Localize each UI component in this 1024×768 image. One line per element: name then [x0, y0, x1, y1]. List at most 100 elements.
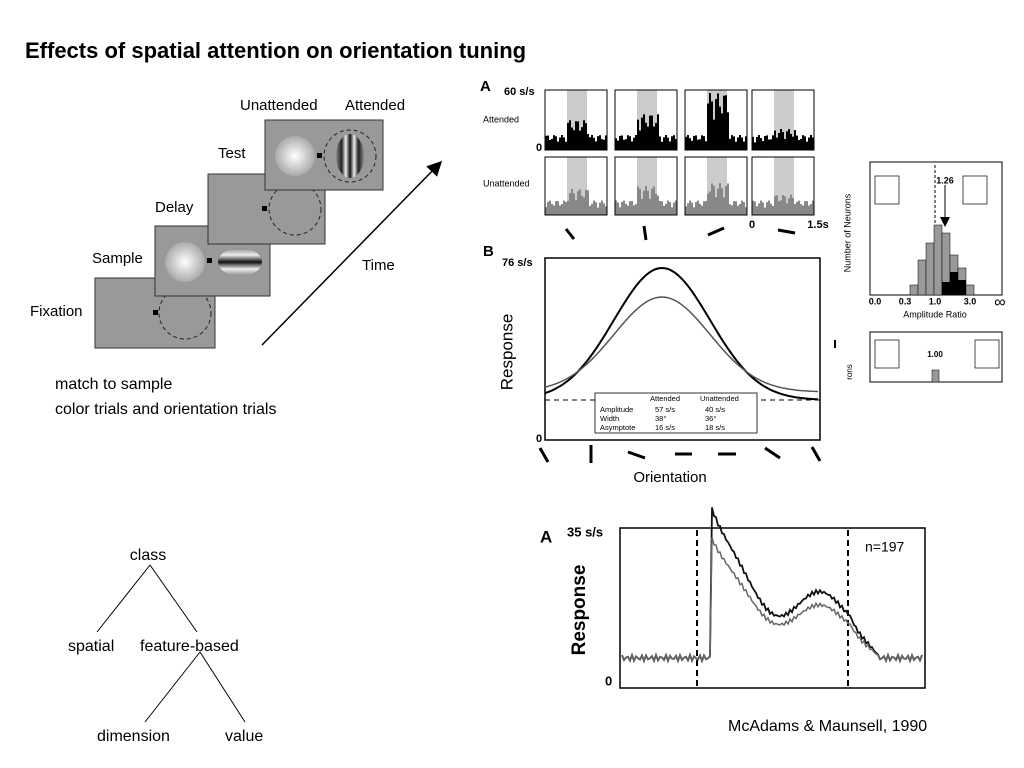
psth-bar [623, 200, 625, 215]
psth-bar [551, 138, 553, 150]
table-header: Attended [650, 394, 680, 403]
psth-bar [727, 183, 729, 215]
psth-frame [751, 156, 815, 216]
psth-bar [653, 186, 655, 215]
axis-label: 0 [749, 219, 755, 231]
psth-bar [784, 196, 786, 215]
psth-bar [553, 135, 555, 150]
psth-bar [567, 122, 569, 150]
table-cell: 40 s/s [705, 405, 725, 414]
task-label: Delay [155, 199, 194, 216]
psth-bar [768, 139, 770, 150]
psth-bar [780, 200, 782, 215]
psth-bar [671, 136, 673, 150]
psth-bar [784, 139, 786, 150]
psth-bar [633, 205, 635, 215]
psth-bar [721, 188, 723, 215]
psth-bar [802, 135, 804, 150]
psth-bar [788, 129, 790, 150]
psth-bar [643, 190, 645, 215]
tree [96, 564, 246, 723]
psth-bar [675, 200, 677, 215]
psth-bar [567, 200, 569, 215]
psth-bar [571, 188, 573, 215]
psth-bar [687, 203, 689, 215]
psth-bar [585, 189, 587, 215]
psth-bar [685, 206, 687, 215]
psth-bar [655, 193, 657, 215]
psth-bar [635, 204, 637, 215]
psth-bar [563, 200, 565, 215]
psth-bar [711, 101, 713, 150]
psth-bar [794, 203, 796, 215]
psth-bar [735, 141, 737, 150]
psth-frame [614, 89, 678, 151]
psth-bar [782, 195, 784, 215]
psth-bar [701, 205, 703, 215]
axis-label: 60 s/s [504, 86, 535, 98]
psth-bar [583, 120, 585, 150]
psth-bar [651, 188, 653, 215]
psth-bar [762, 202, 764, 215]
psth-bar [549, 139, 551, 150]
psth-bar [739, 135, 741, 150]
psth-bar [754, 201, 756, 215]
citation: McAdams & Maunsell, 1990 [728, 718, 927, 735]
psth-bar [671, 207, 673, 215]
psth-bar [695, 202, 697, 215]
response-figure [619, 507, 926, 689]
table-cell: 57 s/s [655, 405, 675, 414]
axis-title: Orientation [633, 469, 706, 486]
psth-bar [557, 141, 559, 150]
psth-bar [589, 205, 591, 215]
psth-bar [727, 112, 729, 150]
psth-bar [569, 193, 571, 215]
axis-label: 0 [605, 673, 612, 688]
psth-bar [579, 130, 581, 150]
psth-bar [762, 140, 764, 150]
psth-bar [691, 202, 693, 215]
orientation-bar [642, 225, 648, 241]
psth-bar [723, 95, 725, 150]
psth-bar [695, 135, 697, 150]
psth-bar [581, 195, 583, 215]
orientation-bar [564, 228, 576, 240]
psth-bar [673, 202, 675, 215]
psth-bar [792, 136, 794, 150]
psth-bar [693, 207, 695, 215]
task-label: Test [218, 145, 246, 162]
psth-bar [721, 113, 723, 150]
psth-bar [782, 132, 784, 150]
psth-bar [715, 99, 717, 150]
axis-label: 35 s/s [567, 524, 603, 539]
psth-bar [657, 114, 659, 150]
psth-bar [703, 201, 705, 215]
task-label: Attended [345, 97, 405, 114]
table-cell: 16 s/s [655, 423, 675, 432]
psth-bar [723, 197, 725, 215]
psth-bar [770, 139, 772, 150]
psth-bar [635, 135, 637, 150]
psth-bar [605, 206, 607, 215]
table-cell: Asymptote [600, 423, 635, 432]
psth-bar [806, 141, 808, 150]
psth-bar [687, 135, 689, 150]
annotation: n=197 [865, 539, 905, 555]
orientation-bar [777, 228, 796, 235]
psth-bar [645, 122, 647, 150]
psth-bar [547, 201, 549, 215]
psth-bar [627, 205, 629, 215]
panel-label: A [540, 527, 552, 546]
psth-bar [764, 135, 766, 150]
tick-label: 3.0 [964, 296, 977, 306]
psth-bar [737, 137, 739, 150]
psth-bar [796, 201, 798, 215]
orientation-bar [707, 226, 725, 237]
psth-bar [719, 183, 721, 215]
psth-bar [553, 205, 555, 215]
psth-bar [587, 190, 589, 215]
psth-bar [573, 193, 575, 215]
psth-bar [637, 186, 639, 215]
psth-bar [780, 129, 782, 150]
psth-bar [665, 135, 667, 150]
